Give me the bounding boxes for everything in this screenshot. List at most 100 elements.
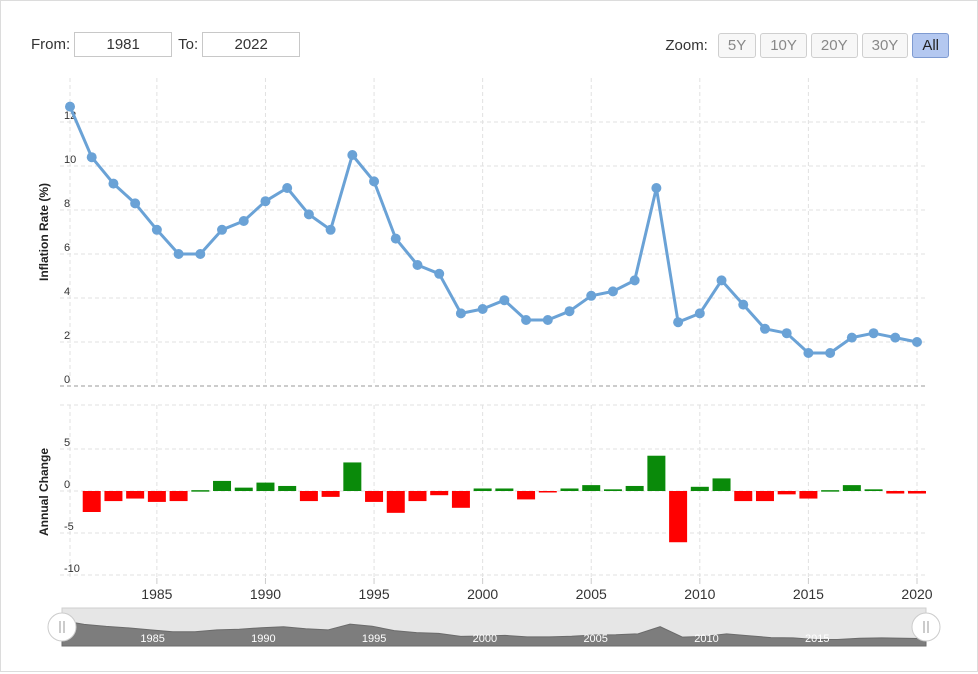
navigator-tick-label: 1990 [251, 633, 275, 645]
annual-change-bar [343, 462, 362, 491]
zoom-5y-button[interactable]: 5Y [717, 33, 757, 58]
x-tick-label: 1990 [250, 586, 281, 602]
inflation-data-point [151, 224, 162, 235]
inflation-data-point [521, 315, 532, 325]
zoom-label: Zoom: [665, 37, 708, 54]
navigator-tick-label: 1995 [362, 633, 386, 645]
top-y-tick-label: 2 [64, 330, 70, 342]
annual-change-bar [213, 480, 232, 491]
annual-change-bar [191, 490, 210, 492]
annual-change-bar [734, 491, 753, 502]
annual-change-bar [278, 485, 297, 491]
x-tick-label: 2015 [793, 586, 824, 602]
top-y-tick-label: 10 [64, 154, 76, 166]
x-tick-label: 1985 [141, 586, 172, 602]
top-y-tick-label: 0 [64, 374, 70, 386]
navigator[interactable]: 1985 1990 1995 2000 2005 2010 2015 [47, 607, 941, 647]
annual-change-bar [147, 491, 166, 502]
annual-change-bar [495, 488, 514, 491]
zoom-30y-button[interactable]: 30Y [861, 33, 909, 58]
bottom-y-tick-label: 5 [64, 437, 70, 449]
inflation-data-point [607, 286, 618, 297]
inflation-data-point [390, 233, 401, 244]
inflation-data-point [282, 183, 293, 193]
x-tick-label: 1995 [358, 586, 389, 602]
x-tick-label: 2010 [684, 586, 715, 602]
navigator-area-series [61, 619, 927, 647]
inflation-data-point [694, 308, 705, 319]
inflation-data-point [238, 216, 249, 226]
annual-change-bar [365, 491, 384, 502]
inflation-data-point [86, 152, 97, 163]
annual-change-bar [321, 491, 340, 497]
annual-change-bar [864, 489, 883, 491]
annual-change-bar [451, 491, 470, 508]
navigator-left-handle[interactable] [47, 612, 77, 642]
inflation-data-point [412, 260, 423, 270]
annual-change-bar [430, 491, 449, 496]
zoom-10y-button[interactable]: 10Y [760, 33, 807, 58]
bottom-y-tick-label: -10 [64, 563, 80, 575]
grid-layer [60, 78, 928, 578]
inflation-data-point [347, 150, 358, 160]
inflation-data-point [846, 332, 857, 343]
inflation-data-point [716, 275, 727, 286]
top-y-tick-label: 6 [64, 242, 70, 254]
x-tick-label: 2020 [901, 586, 932, 602]
annual-change-bar [908, 491, 926, 494]
x-tick-label: 2000 [467, 586, 498, 602]
annual-change-bar [234, 487, 253, 491]
from-input[interactable]: 1981 [74, 32, 173, 57]
navigator-tick-label: 2010 [694, 633, 718, 645]
navigator-tick-label: 2000 [473, 633, 497, 645]
inflation-line [68, 106, 918, 355]
annual-change-bar [625, 485, 644, 491]
annual-change-bar [408, 491, 427, 502]
annual-change-bar [886, 491, 905, 494]
inflation-data-point [217, 224, 228, 235]
inflation-data-point [195, 249, 206, 259]
inflation-data-point [260, 196, 271, 207]
inflation-data-point [781, 328, 792, 339]
top-y-tick-label: 4 [64, 286, 70, 298]
x-axis: 1985 1990 1995 2000 2005 2010 2015 2020 [141, 578, 933, 602]
inflation-data-point [303, 209, 314, 220]
annual-change-bar [777, 491, 796, 495]
zoom-controls: Zoom: 5Y 10Y 20Y 30Y All [665, 33, 949, 58]
annual-change-bar [842, 485, 861, 491]
inflation-line-series [65, 101, 922, 358]
from-label: From: [31, 36, 71, 53]
inflation-data-point [108, 178, 119, 189]
inflation-data-point [912, 337, 922, 347]
annual-change-bar [821, 490, 840, 492]
top-y-tick-label: 8 [64, 198, 70, 210]
inflation-data-point [825, 348, 836, 358]
annual-change-bar [582, 485, 601, 491]
annual-change-bar [603, 489, 622, 491]
zoom-all-button[interactable]: All [912, 33, 949, 58]
to-label: To: [178, 36, 199, 53]
inflation-data-point [173, 249, 184, 259]
navigator-tick-label: 1985 [140, 633, 164, 645]
inflation-data-point [477, 304, 488, 314]
zoom-20y-button[interactable]: 20Y [810, 33, 858, 58]
annual-change-bar [386, 491, 405, 513]
annual-change-bar [517, 491, 536, 500]
inflation-data-point [673, 317, 684, 328]
annual-change-bar [755, 491, 774, 502]
annual-change-bar [82, 491, 101, 512]
to-input[interactable]: 2022 [202, 32, 301, 57]
inflation-data-point [455, 308, 466, 319]
bottom-y-axis: -10 -5 0 5 [64, 437, 80, 575]
annual-change-bar [538, 491, 557, 493]
inflation-data-point [868, 328, 879, 339]
inflation-data-point [369, 176, 380, 187]
navigator-right-handle[interactable] [911, 612, 941, 642]
annual-change-bar [126, 491, 145, 499]
navigator-tick-label: 2015 [805, 633, 829, 645]
inflation-data-point [65, 101, 75, 112]
inflation-data-point [564, 306, 575, 317]
inflation-data-point [629, 275, 640, 286]
